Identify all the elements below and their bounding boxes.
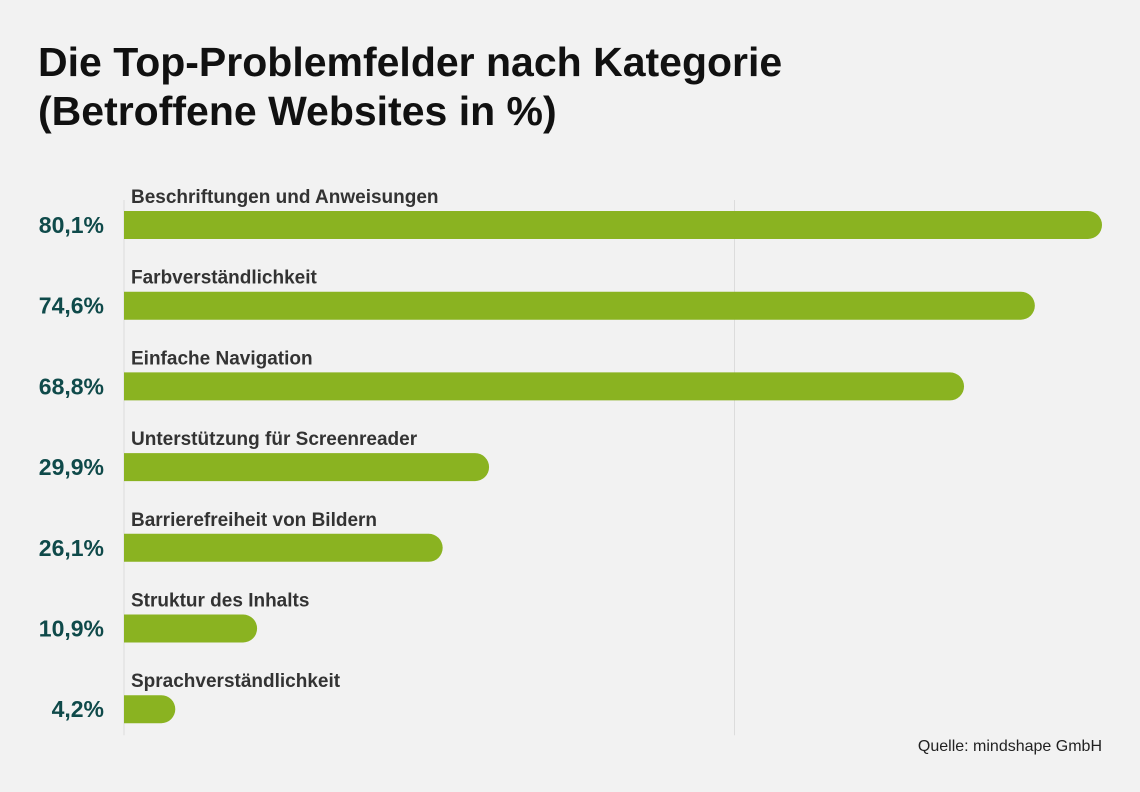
chart-title-line-2: (Betroffene Websites in %) xyxy=(38,88,557,134)
bar xyxy=(124,695,176,724)
chart-title-line-1: Die Top-Problemfelder nach Kategorie xyxy=(38,39,783,85)
value-label: 68,8% xyxy=(39,373,104,399)
category-label: Beschriftungen und Anweisungen xyxy=(131,187,439,208)
bar xyxy=(124,211,1102,239)
bar xyxy=(124,372,965,401)
value-label: 29,9% xyxy=(39,454,104,480)
category-label: Sprachverständlichkeit xyxy=(131,671,341,692)
value-label: 74,6% xyxy=(39,293,104,319)
chart-title: Die Top-Problemfelder nach Kategorie (Be… xyxy=(38,38,1098,136)
bar xyxy=(124,533,443,562)
bar xyxy=(124,614,258,643)
value-label: 80,1% xyxy=(39,212,104,238)
category-label: Farbverständlichkeit xyxy=(131,268,318,289)
value-label: 10,9% xyxy=(39,616,104,642)
category-label: Struktur des Inhalts xyxy=(131,591,309,612)
category-label: Unterstützung für Screenreader xyxy=(131,429,418,450)
source-note: Quelle: mindshape GmbH xyxy=(917,738,1102,755)
value-label: 4,2% xyxy=(52,696,104,722)
category-label: Einfache Navigation xyxy=(131,348,313,369)
value-label: 26,1% xyxy=(39,535,104,561)
bar xyxy=(124,453,490,482)
category-label: Barrierefreiheit von Bildern xyxy=(131,510,377,531)
bar xyxy=(124,291,1035,320)
